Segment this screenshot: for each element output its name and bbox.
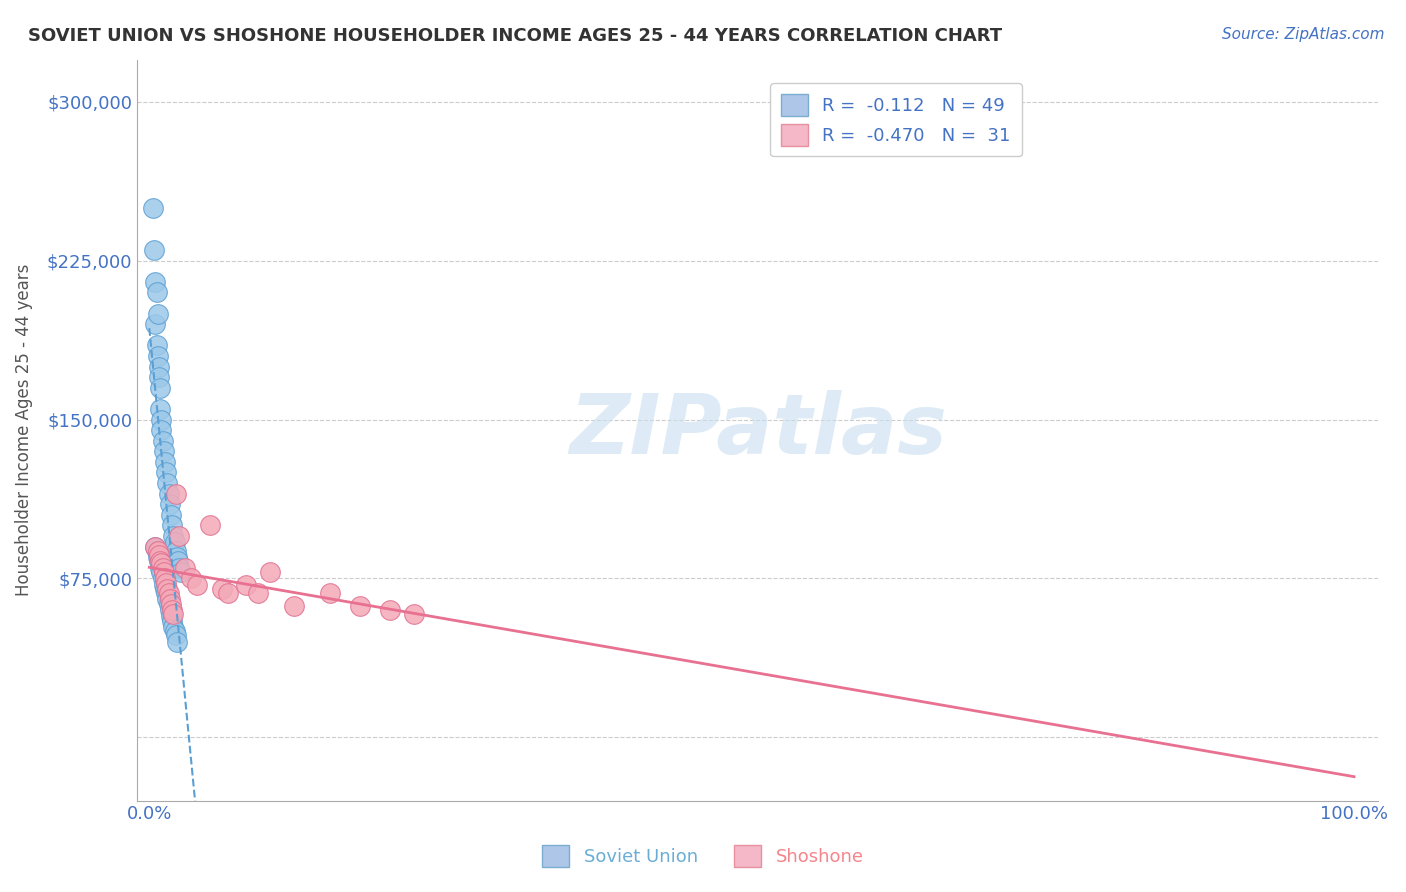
Point — [180, 571, 202, 585]
Point — [145, 285, 167, 300]
Point — [150, 565, 173, 579]
Point — [150, 423, 173, 437]
Text: ZIPatlas: ZIPatlas — [569, 390, 946, 471]
Point — [150, 557, 173, 571]
Point — [155, 586, 177, 600]
Point — [146, 349, 169, 363]
Point — [163, 624, 186, 639]
Text: SOVIET UNION VS SHOSHONE HOUSEHOLDER INCOME AGES 25 - 44 YEARS CORRELATION CHART: SOVIET UNION VS SHOSHONE HOUSEHOLDER INC… — [28, 27, 1002, 45]
Point — [165, 486, 187, 500]
Point — [155, 575, 177, 590]
Point — [160, 614, 183, 628]
Point — [157, 597, 180, 611]
Point — [148, 359, 170, 374]
Legend: R =  -0.112   N = 49, R =  -0.470   N =  31: R = -0.112 N = 49, R = -0.470 N = 31 — [770, 84, 1022, 156]
Point — [198, 518, 221, 533]
Point — [159, 592, 181, 607]
Point — [152, 577, 174, 591]
Point — [166, 550, 188, 565]
Text: Source: ZipAtlas.com: Source: ZipAtlas.com — [1222, 27, 1385, 42]
Point — [143, 540, 166, 554]
Point — [162, 529, 184, 543]
Point — [160, 603, 183, 617]
Point — [380, 603, 402, 617]
Point — [153, 571, 176, 585]
Point — [319, 586, 342, 600]
Point — [142, 201, 165, 215]
Point — [167, 554, 190, 568]
Legend: Soviet Union, Shoshone: Soviet Union, Shoshone — [536, 838, 870, 874]
Y-axis label: Householder Income Ages 25 - 44 years: Householder Income Ages 25 - 44 years — [15, 264, 32, 596]
Point — [156, 592, 179, 607]
Point — [152, 560, 174, 574]
Point — [146, 543, 169, 558]
Point — [163, 535, 186, 549]
Point — [145, 338, 167, 352]
Point — [146, 550, 169, 565]
Point — [169, 565, 191, 579]
Point — [404, 607, 426, 622]
Point — [160, 508, 183, 522]
Point — [149, 381, 172, 395]
Point — [148, 548, 170, 562]
Point — [157, 586, 180, 600]
Point — [162, 620, 184, 634]
Point — [166, 635, 188, 649]
Point — [152, 434, 174, 448]
Point — [153, 455, 176, 469]
Point — [152, 444, 174, 458]
Point — [169, 529, 191, 543]
Point — [155, 466, 177, 480]
Point — [148, 370, 170, 384]
Point — [235, 577, 257, 591]
Point — [148, 554, 170, 568]
Point — [149, 560, 172, 574]
Point — [160, 597, 183, 611]
Point — [349, 599, 371, 613]
Point — [159, 603, 181, 617]
Point — [165, 543, 187, 558]
Point — [156, 476, 179, 491]
Point — [152, 571, 174, 585]
Point — [150, 412, 173, 426]
Point — [152, 565, 174, 579]
Point — [174, 560, 197, 574]
Point — [143, 540, 166, 554]
Point — [211, 582, 233, 596]
Point — [162, 607, 184, 622]
Point — [159, 497, 181, 511]
Point — [165, 628, 187, 642]
Point — [186, 577, 208, 591]
Point — [169, 560, 191, 574]
Point — [146, 307, 169, 321]
Point — [217, 586, 239, 600]
Point — [283, 599, 305, 613]
Point — [157, 486, 180, 500]
Point — [149, 401, 172, 416]
Point — [143, 243, 166, 257]
Point — [156, 582, 179, 596]
Point — [246, 586, 269, 600]
Point — [160, 609, 183, 624]
Point — [149, 554, 172, 568]
Point — [160, 518, 183, 533]
Point — [143, 318, 166, 332]
Point — [143, 275, 166, 289]
Point — [145, 543, 167, 558]
Point — [259, 565, 281, 579]
Point — [153, 582, 176, 596]
